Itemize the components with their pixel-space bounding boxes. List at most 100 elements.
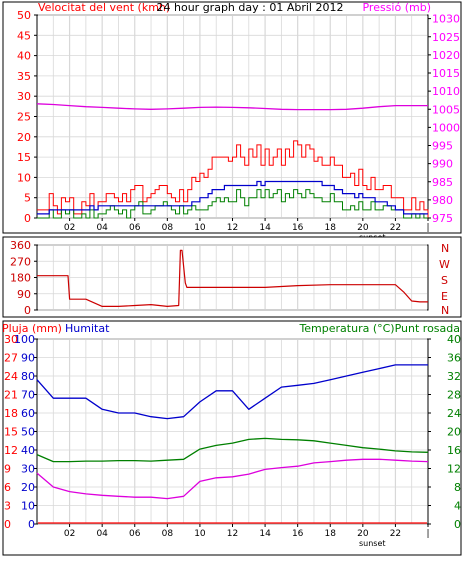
- compass-label-n-bottom: N: [441, 304, 449, 317]
- y-right-tick-label: 985: [432, 176, 453, 189]
- x-tick-label: 06: [129, 529, 141, 539]
- panel1-right-axis-label: Pressió (mb): [362, 1, 431, 14]
- y-right-tick-label: 0: [454, 518, 461, 531]
- y-right-tick-label: 1020: [432, 49, 460, 62]
- y-left-tick-label: 30: [17, 90, 31, 103]
- y-right-tick-label: 1025: [432, 31, 460, 44]
- x-tick-label: 22: [390, 223, 401, 233]
- wind-average-series: [37, 189, 428, 219]
- y-right-tick-label: 28: [447, 389, 461, 402]
- y-left-tick-label: 25: [17, 111, 31, 124]
- compass-label-e: E: [441, 290, 448, 303]
- wind-direction-panel: 0 90 180 270 360 N W S E N: [2, 236, 462, 318]
- panel1-left-axis-label: Velocitat del vent (kmh): [38, 1, 170, 14]
- y-humidity-tick-label: 100: [14, 333, 35, 346]
- panel1-x-ticks: 02 04 06 08 10 12 14 16 18 20 22 |: [64, 218, 430, 233]
- y-left-tick-label: 0: [24, 304, 31, 317]
- y-rain-tick-label: 18: [4, 407, 18, 420]
- y-right-tick-label: 975: [432, 212, 453, 225]
- x-tick-label: 20: [357, 223, 369, 233]
- y-rain-tick-label: 9: [4, 463, 11, 476]
- y-right-tick-label: 1005: [432, 103, 460, 116]
- y-humidity-tick-label: 60: [21, 407, 35, 420]
- y-left-tick-label: 15: [17, 151, 31, 164]
- panel3-sunset-label: sunset: [359, 539, 386, 548]
- pressure-line: [36, 103, 428, 111]
- x-tick-label: 16: [292, 223, 304, 233]
- y-rain-tick-label: 30: [4, 333, 18, 346]
- panel2-grid: [38, 244, 427, 311]
- compass-label-s: S: [441, 274, 448, 287]
- compass-label-w: W: [439, 258, 450, 271]
- y-right-tick-label: 8: [454, 481, 461, 494]
- y-humidity-tick-label: 50: [21, 426, 35, 439]
- y-left-tick-label: 35: [17, 70, 31, 83]
- y-right-tick-label: 995: [432, 140, 453, 153]
- y-left-tick-label: 45: [17, 29, 31, 42]
- x-tick-label: 04: [96, 529, 108, 539]
- y-rain-tick-label: 0: [4, 518, 11, 531]
- y-rain-tick-label: 21: [4, 389, 18, 402]
- y-left-tick-label: 20: [17, 131, 31, 144]
- y-left-tick-label: 90: [17, 288, 31, 301]
- x-tick-label: 04: [96, 223, 108, 233]
- dewpoint-line: [36, 458, 429, 500]
- y-humidity-tick-label: 20: [21, 481, 35, 494]
- y-rain-tick-label: 27: [4, 352, 18, 365]
- y-right-tick-label: 20: [447, 426, 461, 439]
- y-humidity-tick-label: 80: [21, 370, 35, 383]
- y-humidity-tick-label: 40: [21, 444, 35, 457]
- compass-label-n-top: N: [441, 242, 449, 255]
- x-tick-label: 14: [259, 529, 271, 539]
- x-tick-label: 10: [194, 529, 206, 539]
- y-humidity-tick-label: 0: [28, 518, 35, 531]
- y-right-tick-label: 24: [447, 407, 461, 420]
- y-left-tick-label: 0: [24, 212, 31, 225]
- y-humidity-tick-label: 30: [21, 463, 35, 476]
- panel3-humidity-label: Humitat: [65, 322, 110, 335]
- y-left-tick-label: 360: [10, 239, 31, 252]
- y-left-tick-label: 180: [10, 272, 31, 285]
- y-rain-tick-label: 3: [4, 500, 11, 513]
- x-tick-label: 16: [292, 529, 304, 539]
- y-right-tick-label: 980: [432, 194, 453, 207]
- x-tick-label: 18: [325, 529, 337, 539]
- y-right-tick-label: 4: [454, 500, 461, 513]
- panel1-title: 24 hour graph day : 01 Abril 2012: [157, 1, 344, 14]
- x-tick-label: 14: [259, 223, 271, 233]
- x-tick-label: 10: [194, 223, 206, 233]
- panel1-series: [36, 103, 429, 219]
- panel1-grid: [38, 14, 427, 219]
- y-right-tick-label: 32: [447, 370, 461, 383]
- wind-direction-line: [37, 249, 428, 307]
- panel3-x-ticks: 02 04 06 08 10 12 14 16 18 20 22 |: [64, 524, 430, 539]
- y-right-tick-label: 36: [447, 352, 461, 365]
- y-rain-tick-label: 24: [4, 370, 18, 383]
- y-right-tick-label: 1010: [432, 85, 460, 98]
- x-tick-label: 22: [390, 529, 401, 539]
- x-tick-label: 12: [227, 529, 238, 539]
- x-tick-label: |: [426, 223, 429, 233]
- y-left-tick-label: 10: [17, 171, 31, 184]
- x-tick-label: 02: [64, 223, 75, 233]
- x-tick-label: 06: [129, 223, 141, 233]
- panel3-humidity-ticks: 0 10 20 30 40 50 60 70 80 90 100: [14, 333, 37, 531]
- panel3-right-ticks: 0 4 8 12 16 20 24 28 32 36 40: [428, 333, 461, 531]
- x-tick-label: 18: [325, 223, 337, 233]
- panel3-series: [36, 364, 429, 524]
- y-left-tick-label: 50: [17, 9, 31, 22]
- x-tick-label: 12: [227, 223, 238, 233]
- x-tick-label: 08: [162, 223, 174, 233]
- y-right-tick-label: 1000: [432, 121, 460, 134]
- wind-gust-series: [37, 140, 429, 218]
- panel3-rain-ticks: 0 3 6 9 12 15 18 21 24 27 30: [4, 333, 18, 531]
- y-right-tick-label: 1015: [432, 67, 460, 80]
- y-rain-tick-label: 6: [4, 481, 11, 494]
- y-humidity-tick-label: 10: [21, 500, 35, 513]
- y-right-tick-label: 990: [432, 158, 453, 171]
- temperature-line: [36, 437, 429, 463]
- y-right-tick-label: 40: [447, 333, 461, 346]
